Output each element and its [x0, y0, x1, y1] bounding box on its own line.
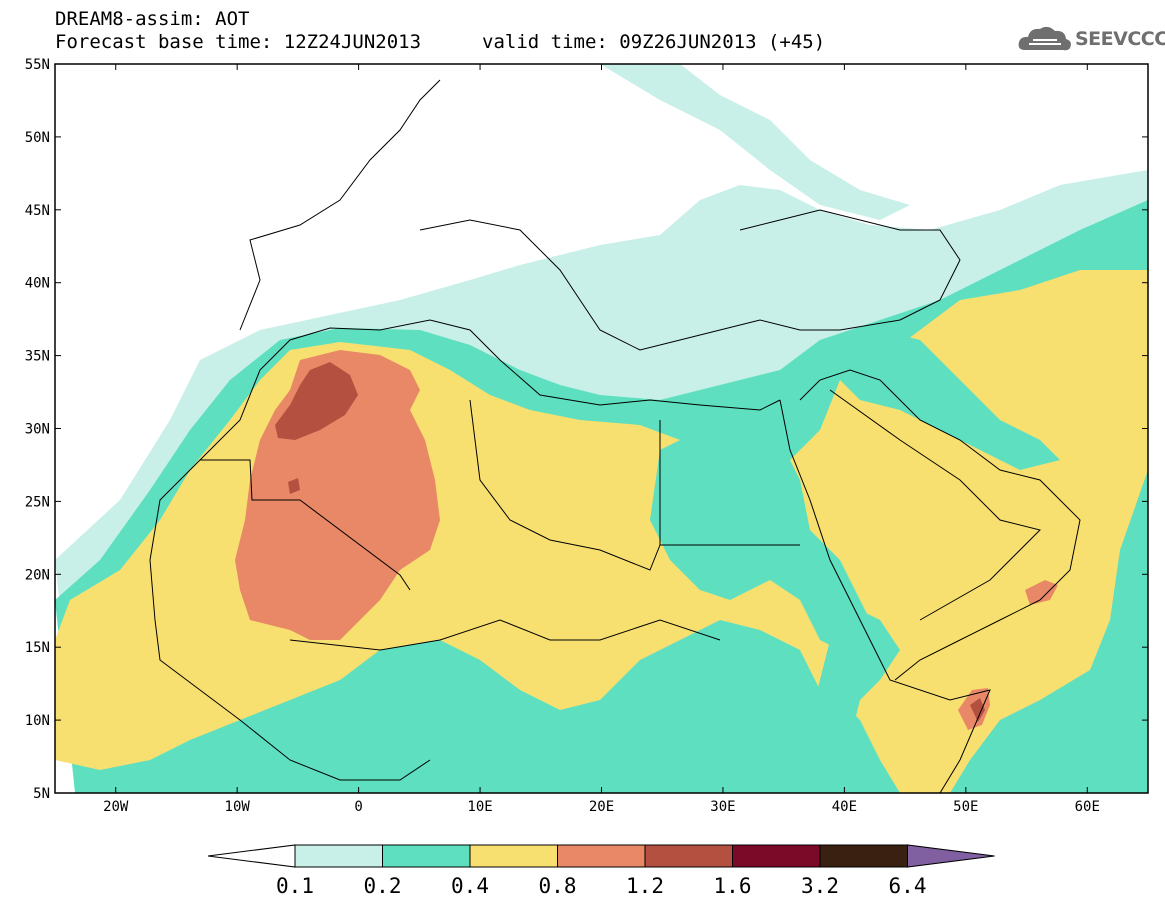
lon-label-20E: 20E — [589, 799, 614, 815]
colorbar-label: 0.2 — [364, 874, 402, 898]
lon-label-10E: 10E — [467, 799, 492, 815]
aot-patch-eastafrica — [810, 600, 900, 760]
lat-label-20N: 20N — [25, 567, 50, 583]
valid-time: valid time: 09Z26JUN2013 (+45) — [482, 31, 826, 53]
colorbar-swatch — [557, 844, 646, 868]
lon-label-10W: 10W — [225, 799, 251, 815]
colorbar-swatch — [644, 844, 733, 868]
aot-contour-0.1-med — [600, 220, 960, 385]
colorbar-swatch — [819, 844, 908, 868]
aot-field — [55, 64, 1148, 793]
lon-label-40E: 40E — [832, 799, 857, 815]
aot-patch-oman — [1025, 580, 1058, 605]
border-sahel — [289, 619, 721, 651]
aot-contour-1.2 — [275, 362, 358, 440]
lon-label-20W: 20W — [103, 799, 129, 815]
lat-label-55N: 55N — [25, 57, 50, 73]
map-title: DREAM8-assim: AOT — [55, 8, 250, 30]
border-sahara-1 — [200, 459, 411, 591]
colorbar-swatch — [732, 844, 821, 868]
aot-patch-arabia — [830, 330, 1060, 470]
lon-label-0: 0 — [354, 799, 362, 815]
seevccc-logo: SEEVCCC — [1017, 22, 1165, 58]
logo-text: SEEVCCC — [1075, 28, 1165, 50]
colorbar-label: 3.2 — [801, 874, 839, 898]
aot-contour-0.1-north — [600, 64, 910, 220]
border-arabia — [829, 389, 1041, 621]
lat-label-10N: 10N — [25, 713, 50, 729]
colorbar-label: 6.4 — [889, 874, 927, 898]
lat-label-25N: 25N — [25, 494, 50, 510]
colorbar-swatch — [294, 844, 383, 868]
lat-label-15N: 15N — [25, 640, 50, 656]
coast-arabia — [799, 369, 1081, 681]
colorbar-label: 0.4 — [451, 874, 489, 898]
aot-patch-algeria-dark — [288, 478, 300, 494]
lat-label-45N: 45N — [25, 203, 50, 219]
aot-patch-egypt — [650, 420, 880, 660]
colorbar: 0.1 0.2 0.4 0.8 1.2 1.6 3.2 6.4 — [207, 844, 995, 898]
colorbar-label: 1.2 — [626, 874, 664, 898]
coast-africa-north — [149, 319, 781, 561]
lon-label-60E: 60E — [1075, 799, 1100, 815]
colorbar-label: 0.8 — [539, 874, 577, 898]
colorbar-swatch — [382, 844, 471, 868]
colorbar-arrow-high — [907, 844, 995, 868]
colorbar-swatch — [469, 844, 558, 868]
lat-label-30N: 30N — [25, 422, 50, 438]
lat-label-5N: 5N — [33, 786, 50, 802]
lon-label-50E: 50E — [953, 799, 978, 815]
lon-label-30E: 30E — [710, 799, 735, 815]
lat-label-50N: 50N — [25, 130, 50, 146]
colorbar-label: 1.6 — [714, 874, 752, 898]
base-time: Forecast base time: 12Z24JUN2013 — [55, 31, 422, 53]
latitude-labels: 55N 50N 45N 40N 35N 30N 25N 20N 15N 10N 5N — [25, 57, 1148, 802]
colorbar-arrow-low — [207, 844, 296, 868]
coastlines — [149, 79, 1081, 793]
lat-label-40N: 40N — [25, 276, 50, 292]
colorbar-label: 0.1 — [276, 874, 314, 898]
coast-redsea — [779, 399, 991, 793]
coast-africa-west — [149, 559, 431, 781]
longitude-labels: 20W 10W 0 10E 20E 30E 40E 50E 60E — [103, 64, 1100, 815]
cloud-icon — [1018, 26, 1071, 51]
border-sahara-2 — [469, 399, 800, 571]
coast-europe — [239, 79, 961, 351]
lat-label-35N: 35N — [25, 349, 50, 365]
aot-patch-somalia-dark — [970, 698, 985, 722]
